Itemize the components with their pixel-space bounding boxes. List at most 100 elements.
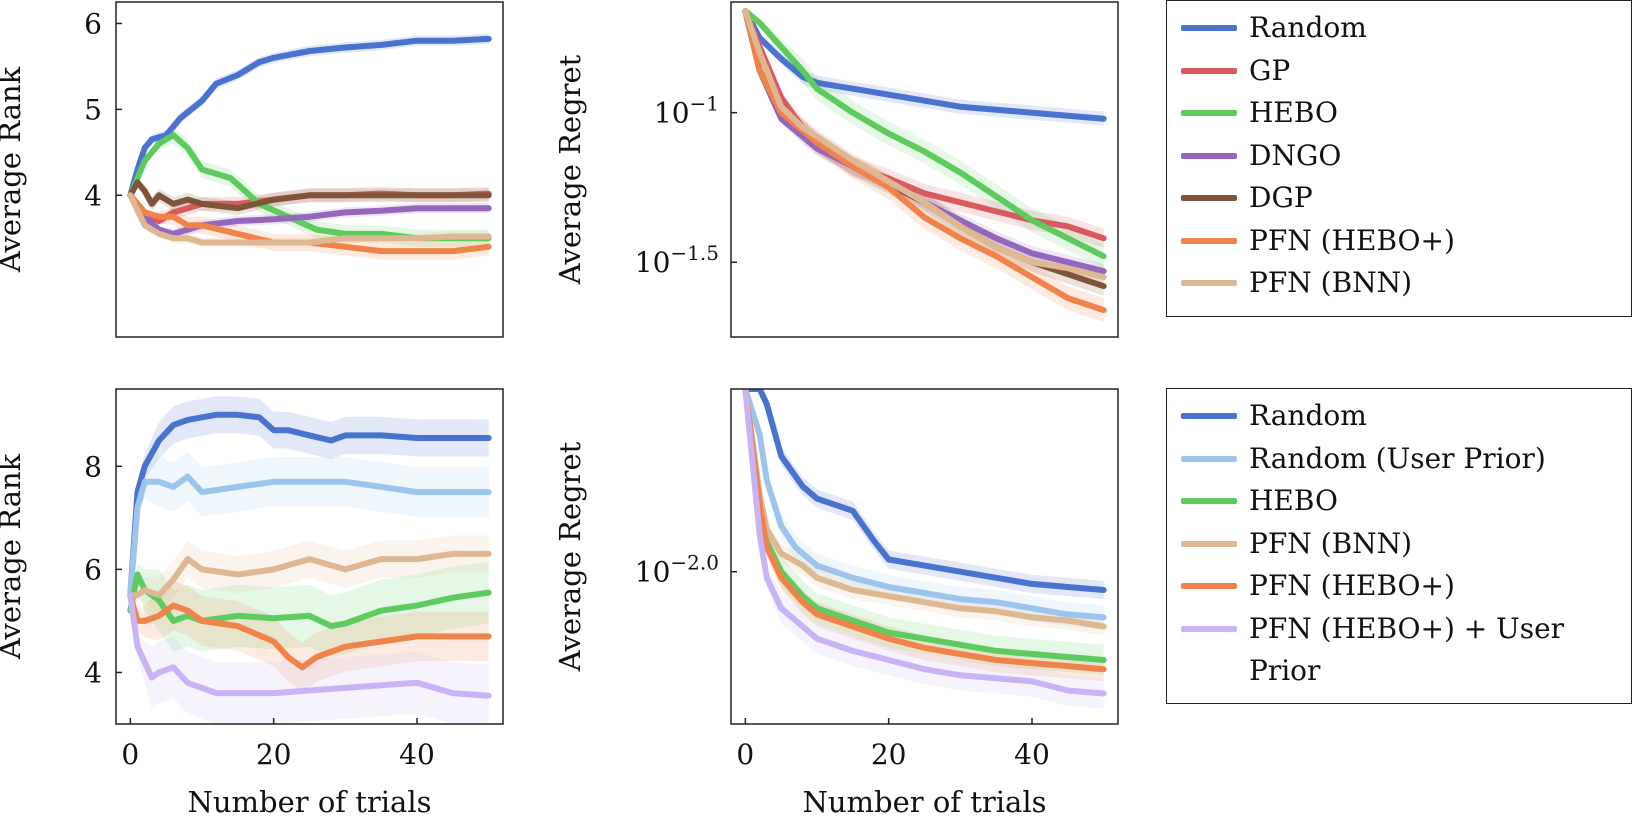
x-tick-label: 40 [399,738,435,771]
legend-swatch [1181,280,1237,286]
legend-bottom: Random Random (User Prior) HEBO PFN (BNN) PF… [1166,388,1632,704]
x-tick-label: 0 [121,738,139,771]
series-line-pfn-hebo-user-prior [127,592,492,699]
series-line-pfn-hebo- [742,8,1107,314]
band-hebo [130,561,489,657]
legend-item: PFN (HEBO+) + User Prior [1181,608,1589,692]
series-line-random [742,389,1107,593]
series-line-random [742,8,1107,122]
plot-area-top-rank [127,33,492,260]
series-line-pfn-bnn- [742,8,1107,281]
legend-label: PFN (HEBO+) [1249,569,1455,602]
series-line-random-user-prior- [742,389,1107,621]
legend-item: DGP [1181,177,1589,219]
series-line-pfn-hebo- [127,192,492,255]
band-hebo [745,11,1104,269]
legend-swatch [1181,110,1237,116]
legend-swatch [1181,25,1237,31]
legend-item: PFN (HEBO+) [1181,565,1589,607]
y-tick-label: 10−1 [654,92,719,130]
legend-swatch [1181,583,1237,589]
plot-area-bottom-regret [742,389,1107,709]
legend-swatch [1181,237,1237,244]
y-axis-label: Average Rank [0,66,27,273]
legend-label: DNGO [1249,138,1342,172]
panel-bottom-regret: 10−2.0 0 20 40 Average Regret Number of trial… [553,388,1119,819]
axes-frame [730,1,1119,338]
y-axis-label: Average Regret [553,441,587,672]
series-line-dngo [127,192,492,237]
y-tick-label: 5 [84,93,102,126]
band-pfn-hebo- [130,580,489,692]
series-line-pfn-hebo- [742,389,1107,673]
legend-swatch [1181,152,1237,159]
band-pfn-hebo- [130,195,489,260]
y-tick-label: 6 [84,553,102,586]
legend-label: Random [1249,11,1367,44]
axes-frame [730,388,1119,725]
legend-swatch [1181,413,1237,419]
x-axis-label: Number of trials [802,785,1046,819]
legend-swatch [1181,67,1237,74]
series-line-dgp [127,179,492,212]
series-line-random [127,35,492,199]
band-hebo [745,389,1104,676]
legend-label: HEBO [1249,96,1338,129]
legend-item: PFN (BNN) [1181,262,1589,304]
legend-swatch [1181,195,1237,201]
legend-swatch [1181,625,1237,632]
series-line-random [127,411,492,599]
x-tick-label: 20 [256,738,292,771]
legend-swatch [1181,455,1237,462]
plot-area-bottom-rank [127,396,492,724]
legend-item: PFN (HEBO+) [1181,220,1589,262]
axes-frame [115,388,504,725]
axes-frame [115,1,504,338]
legend-item: HEBO [1181,92,1589,134]
band-pfn-bnn- [130,535,489,614]
legend-item: Random (User Prior) [1181,438,1589,480]
series-line-pfn-hebo- [127,592,492,671]
series-line-random-user-prior- [127,473,492,599]
legend-item: GP [1181,50,1589,92]
legend-top: Random GP HEBO DNGO DGP PFN (HEBO+) PFN (BNN) [1166,0,1632,317]
legend-label: PFN (HEBO+) + User Prior [1249,611,1565,687]
band-pfn-hebo- [745,389,1104,682]
legend-label: GP [1249,53,1291,87]
legend-label: PFN (HEBO+) [1249,223,1455,257]
x-axis-label: Number of trials [187,785,431,819]
y-axis-label: Average Regret [553,54,587,285]
series-line-pfn-bnn- [742,389,1107,630]
legend-label: Random (User Prior) [1249,441,1546,475]
y-tick-label: 8 [84,450,102,483]
series-line-pfn-bnn- [127,192,492,246]
panel-bottom-rank: 4 6 8 0 20 40 Average Rank Number of trials [0,388,504,819]
y-tick-label: 4 [84,179,102,212]
legend-item: DNGO [1181,135,1589,177]
legend-label: PFN (BNN) [1249,526,1413,560]
series-line-pfn-hebo-user-prior [742,389,1107,697]
x-tick-label: 20 [871,738,907,771]
legend-label: PFN (BNN) [1249,266,1413,299]
y-tick-label: 4 [84,656,102,689]
plot-area-top-regret [742,8,1107,322]
panel-top-rank: 4 5 6 Average Rank [0,1,504,338]
x-tick-label: 0 [736,738,754,771]
band-random [745,389,1104,600]
legend-label: Random [1249,399,1367,432]
y-axis-label: Average Rank [0,453,27,660]
band-pfn-hebo- [745,11,1104,322]
band-random [130,396,489,596]
series-line-pfn-bnn- [127,550,492,599]
legend-label: HEBO [1249,484,1338,517]
x-tick-label: 40 [1014,738,1050,771]
legend-label: DGP [1249,181,1313,214]
legend-swatch [1181,540,1237,547]
y-tick-label: 6 [84,7,102,40]
legend-item: HEBO [1181,480,1589,522]
panel-top-regret: 10−1.5 10−1 Average Regret [553,1,1119,338]
legend-swatch [1181,498,1237,504]
legend-item: PFN (BNN) [1181,523,1589,565]
